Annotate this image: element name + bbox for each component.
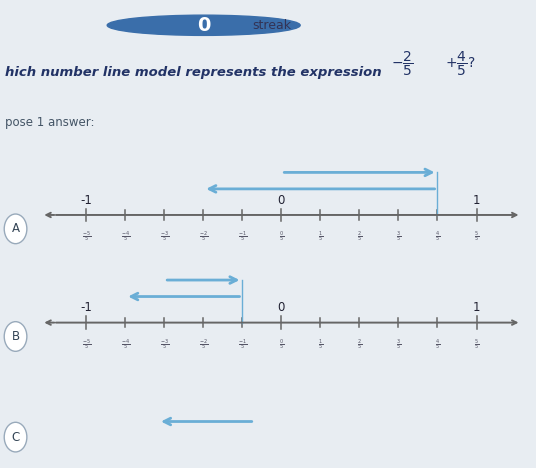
Circle shape: [107, 15, 300, 36]
Text: 0: 0: [278, 194, 285, 207]
Text: hich number line model represents the expression: hich number line model represents the ex…: [5, 66, 382, 79]
Circle shape: [4, 422, 27, 452]
Text: pose 1 answer:: pose 1 answer:: [5, 116, 95, 129]
Circle shape: [4, 214, 27, 244]
Text: $\frac{-4}{5}$: $\frac{-4}{5}$: [121, 230, 130, 244]
Text: $\frac{0}{5}$: $\frac{0}{5}$: [279, 338, 284, 352]
Text: $\frac{1}{5}$: $\frac{1}{5}$: [318, 230, 323, 244]
Text: $\frac{-3}{5}$: $\frac{-3}{5}$: [160, 230, 169, 244]
Text: $\frac{4}{5}$: $\frac{4}{5}$: [435, 338, 440, 352]
Text: $\frac{5}{5}$: $\frac{5}{5}$: [474, 230, 479, 244]
Text: $\frac{1}{5}$: $\frac{1}{5}$: [318, 338, 323, 352]
Text: $\frac{5}{5}$: $\frac{5}{5}$: [474, 338, 479, 352]
Text: $\frac{2}{5}$: $\frac{2}{5}$: [357, 230, 362, 244]
Text: -1: -1: [80, 301, 92, 314]
Text: $\frac{-2}{5}$: $\frac{-2}{5}$: [199, 338, 208, 352]
Text: $\frac{3}{5}$: $\frac{3}{5}$: [396, 338, 401, 352]
Text: 0: 0: [197, 16, 210, 35]
Text: 1: 1: [473, 301, 480, 314]
Text: $+\dfrac{4}{5}?$: $+\dfrac{4}{5}?$: [445, 50, 475, 78]
Text: $\frac{-4}{5}$: $\frac{-4}{5}$: [121, 338, 130, 352]
Text: $\frac{2}{5}$: $\frac{2}{5}$: [357, 338, 362, 352]
Text: streak: streak: [252, 19, 291, 32]
Text: $\frac{-5}{5}$: $\frac{-5}{5}$: [81, 230, 91, 244]
Text: $\frac{-2}{5}$: $\frac{-2}{5}$: [199, 230, 208, 244]
Text: A: A: [12, 222, 19, 235]
Circle shape: [4, 322, 27, 351]
Text: B: B: [11, 330, 20, 343]
Text: $\frac{3}{5}$: $\frac{3}{5}$: [396, 230, 401, 244]
Text: $\frac{-5}{5}$: $\frac{-5}{5}$: [81, 338, 91, 352]
Text: $\frac{0}{5}$: $\frac{0}{5}$: [279, 230, 284, 244]
Text: -1: -1: [80, 194, 92, 207]
Text: 0: 0: [278, 301, 285, 314]
Text: $-\dfrac{2}{5}$: $-\dfrac{2}{5}$: [391, 50, 414, 78]
Text: $\frac{-1}{5}$: $\frac{-1}{5}$: [238, 338, 247, 352]
Text: 1: 1: [473, 194, 480, 207]
Text: $\frac{-3}{5}$: $\frac{-3}{5}$: [160, 338, 169, 352]
Text: $\frac{4}{5}$: $\frac{4}{5}$: [435, 230, 440, 244]
Text: $\frac{-1}{5}$: $\frac{-1}{5}$: [238, 230, 247, 244]
Text: C: C: [11, 431, 20, 444]
